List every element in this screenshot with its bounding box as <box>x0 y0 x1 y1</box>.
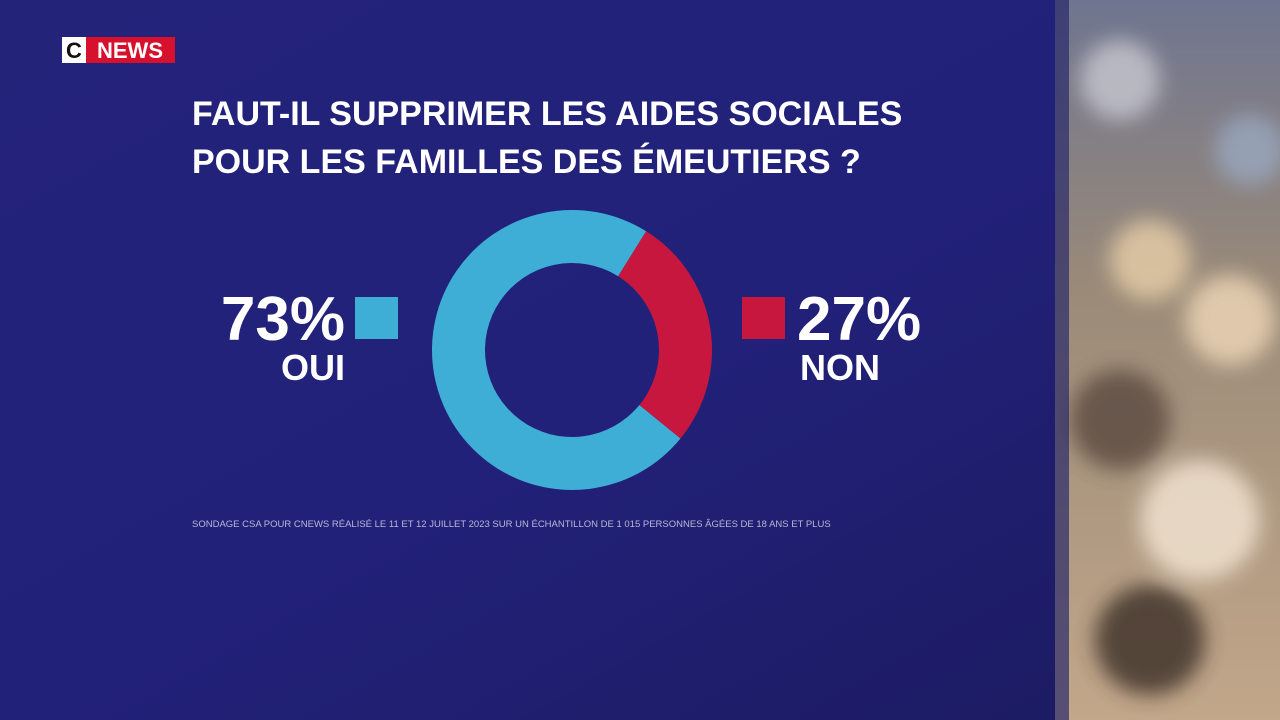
crowd-photo <box>1055 0 1280 720</box>
logo: C NEWS <box>62 37 175 63</box>
title-line: FAUT-IL SUPPRIMER LES AIDES SOCIALES <box>192 95 902 133</box>
legend-swatch <box>355 297 398 339</box>
source-note: SONDAGE CSA POUR CNEWS RÉALISÉ LE 11 ET … <box>192 519 831 530</box>
value-label: 73% <box>221 285 345 354</box>
logo-news: NEWS <box>97 38 163 63</box>
category-label: NON <box>800 347 880 388</box>
logo-c-box <box>62 37 86 63</box>
donut-segment <box>432 210 681 490</box>
legend-swatch <box>742 297 785 339</box>
donut-segment <box>618 231 713 439</box>
value-label: 27% <box>797 285 921 354</box>
logo-news-box <box>86 37 175 63</box>
category-label: OUI <box>281 347 345 388</box>
title-line: POUR LES FAMILLES DES ÉMEUTIERS ? <box>192 143 861 181</box>
logo-c: C <box>66 38 82 63</box>
